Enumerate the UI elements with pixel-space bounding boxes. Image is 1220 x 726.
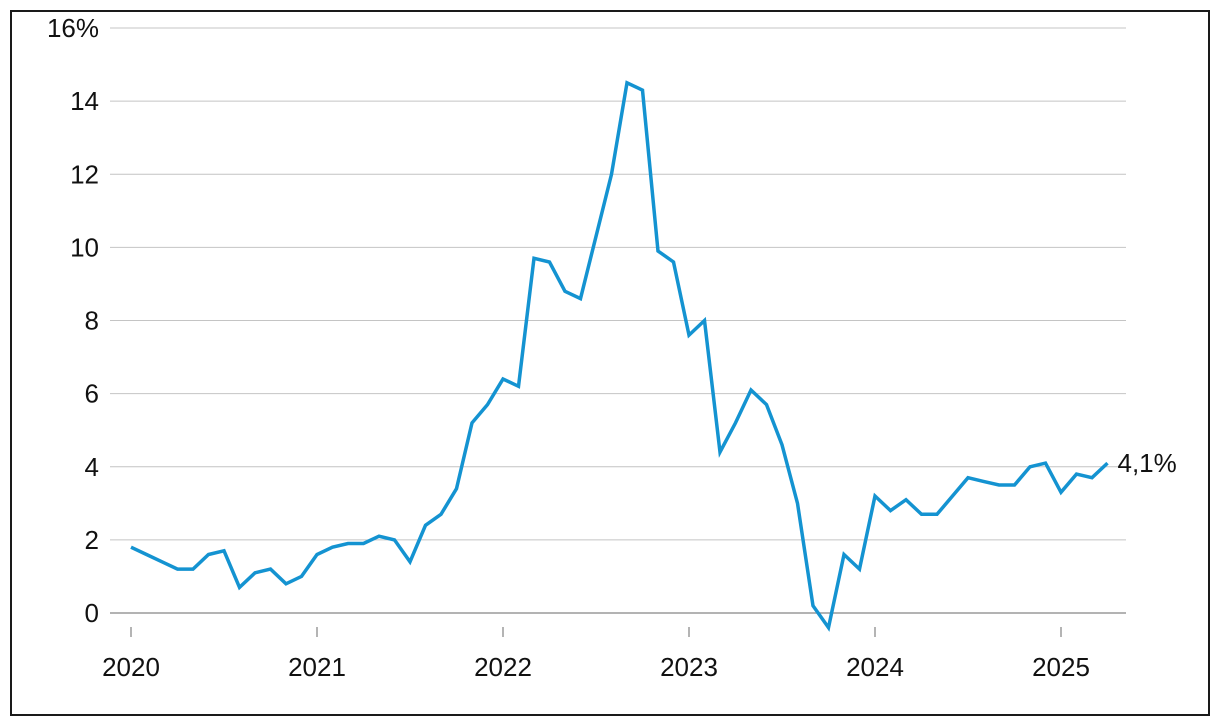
series-group bbox=[130, 80, 1109, 632]
y-tick-label: 6 bbox=[85, 379, 99, 409]
x-tick-label: 2021 bbox=[288, 652, 346, 682]
x-tick-label: 2020 bbox=[102, 652, 160, 682]
y-tick-label: 0 bbox=[85, 598, 99, 628]
x-tick-label: 2023 bbox=[660, 652, 718, 682]
x-axis: 2020 2021 2022 2023 2024 2025 bbox=[102, 627, 1090, 682]
x-tick-label: 2025 bbox=[1032, 652, 1090, 682]
gridlines bbox=[110, 27, 1126, 614]
chart-frame bbox=[10, 10, 1210, 716]
y-tick-label: 12 bbox=[70, 159, 99, 189]
y-tick-label: 16% bbox=[47, 13, 99, 43]
y-tick-label: 8 bbox=[85, 306, 99, 336]
end-value-label: 4,1% bbox=[1118, 448, 1177, 478]
y-tick-label: 14 bbox=[70, 86, 99, 116]
y-tick-label: 2 bbox=[85, 525, 99, 555]
series-line bbox=[130, 80, 1109, 632]
x-tick-label: 2022 bbox=[474, 652, 532, 682]
y-tick-label: 10 bbox=[70, 232, 99, 262]
y-axis-labels: 16% 14 12 10 8 6 4 2 0 bbox=[47, 13, 99, 628]
y-tick-label: 4 bbox=[85, 452, 99, 482]
x-tick-label: 2024 bbox=[846, 652, 904, 682]
